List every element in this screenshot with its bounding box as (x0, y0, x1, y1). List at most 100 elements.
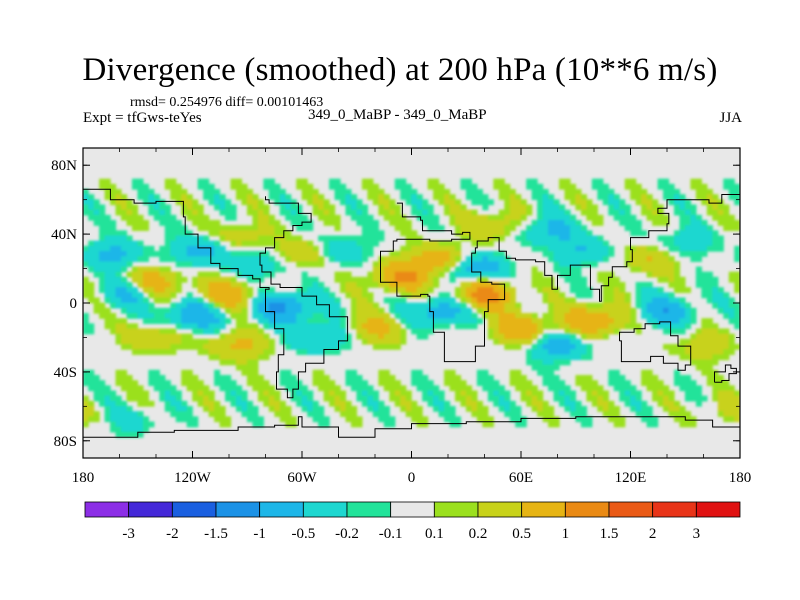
field-cell (455, 225, 462, 231)
field-cell (679, 240, 686, 247)
field-cell (531, 271, 538, 278)
field-cell (241, 323, 248, 330)
field-cell (285, 385, 292, 392)
field-cell (405, 266, 412, 273)
field-cell (350, 199, 358, 206)
field-cell (323, 338, 330, 345)
field-cell (537, 220, 544, 226)
field-cell (290, 421, 297, 428)
field-cell (268, 189, 275, 195)
field-cell (170, 251, 177, 257)
field-cell (175, 245, 182, 252)
field-cell (712, 375, 719, 381)
field-cell (372, 199, 379, 206)
field-cell (115, 276, 122, 283)
field-cell (197, 214, 204, 221)
field-cell (460, 209, 467, 216)
field-cell (104, 220, 111, 226)
field-cell (263, 261, 270, 268)
field-cell (307, 313, 314, 319)
field-cell (405, 271, 412, 278)
field-cell (142, 256, 149, 262)
field-cell (361, 178, 368, 185)
field-cell (99, 385, 106, 392)
field-cell (296, 220, 303, 226)
field-cell (438, 292, 445, 299)
field-cell (307, 183, 314, 190)
field-cell (433, 302, 440, 309)
field-cell (684, 307, 692, 314)
field-cell (657, 256, 664, 262)
field-cell (219, 266, 226, 273)
field-cell (126, 307, 133, 314)
field-cell (329, 235, 336, 242)
field-cell (712, 354, 719, 361)
field-cell (252, 214, 259, 221)
field-cell (83, 194, 89, 200)
field-cell (93, 256, 100, 262)
field-cell (121, 426, 128, 433)
field-cell (438, 390, 445, 397)
field-cell (334, 390, 341, 397)
field-cell (110, 411, 117, 417)
field-cell (126, 297, 133, 304)
field-cell (455, 380, 462, 386)
field-cell (416, 313, 423, 319)
field-cell (471, 261, 478, 268)
field-cell (192, 380, 199, 386)
field-cell (170, 271, 177, 278)
field-cell (706, 344, 713, 350)
field-cell (569, 251, 577, 257)
field-cell (159, 385, 166, 392)
field-cell (400, 302, 407, 309)
field-cell (214, 323, 221, 330)
field-cell (378, 400, 385, 407)
field-cell (712, 204, 719, 211)
field-cell (230, 235, 237, 242)
field-cell (400, 271, 407, 278)
chart-title: Divergence (smoothed) at 200 hPa (10**6 … (82, 52, 718, 88)
field-cell (411, 302, 418, 309)
field-cell (465, 297, 473, 304)
field-cell (268, 349, 275, 355)
field-cell (422, 292, 429, 299)
field-cell (126, 416, 133, 423)
field-cell (520, 328, 527, 335)
field-cell (416, 421, 423, 428)
field-cell (405, 395, 412, 402)
field-cell (684, 251, 692, 257)
field-cell (383, 406, 390, 412)
field-cell (712, 235, 719, 242)
field-cell (657, 209, 664, 216)
field-cell (476, 380, 483, 386)
field-cell (668, 256, 675, 262)
field-cell (252, 416, 259, 423)
field-cell (493, 395, 500, 402)
field-cell (684, 421, 692, 428)
field-cell (181, 261, 188, 268)
field-cell (400, 400, 407, 407)
field-cell (734, 318, 740, 324)
field-cell (548, 297, 555, 304)
field-cell (290, 333, 297, 340)
field-cell (674, 245, 681, 252)
field-cell (257, 235, 264, 242)
field-cell (394, 390, 401, 397)
field-cell (646, 214, 653, 221)
field-cell (356, 416, 363, 423)
field-cell (520, 235, 527, 242)
field-cell (257, 318, 264, 324)
field-cell (641, 266, 648, 273)
field-cell (433, 406, 440, 412)
field-cell (695, 245, 702, 252)
field-cell (252, 302, 259, 309)
field-cell (602, 406, 609, 412)
field-cell (504, 282, 511, 288)
field-cell (471, 251, 478, 257)
field-cell (597, 240, 604, 247)
field-cell (334, 313, 341, 319)
field-cell (728, 338, 735, 345)
field-cell (203, 282, 210, 288)
field-cell (115, 400, 122, 407)
field-cell (175, 287, 182, 293)
